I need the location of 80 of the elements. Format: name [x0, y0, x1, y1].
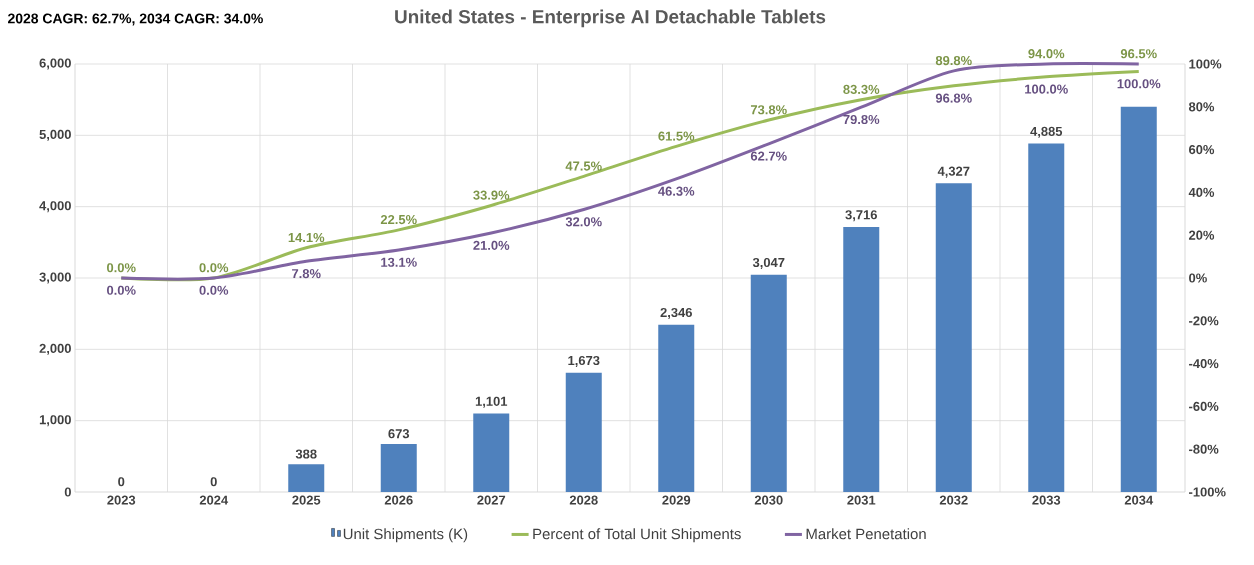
- y2-tick-label: -60%: [1189, 401, 1219, 411]
- data-label: 89.8%: [935, 55, 972, 66]
- data-label: 13.1%: [381, 257, 417, 267]
- x-tick-label: 2029: [662, 495, 691, 505]
- text: 2028 CAGR: 62.7%, 2034 CAGR: 34.0%: [8, 13, 263, 26]
- data-label: 62.7%: [750, 151, 787, 161]
- data-label: 673: [388, 429, 410, 439]
- data-label: 32.0%: [565, 217, 602, 227]
- data-label: 61.5%: [658, 131, 695, 141]
- x-tick-label: 2030: [754, 495, 783, 505]
- y2-tick-label: 40%: [1188, 187, 1215, 197]
- data-label: 7.8%: [292, 269, 321, 279]
- data-label: 1,101: [475, 396, 508, 408]
- bar: [288, 464, 325, 492]
- bar: [750, 274, 787, 492]
- y-tick-label: 0: [64, 487, 71, 497]
- x-tick-label: 2034: [1124, 495, 1154, 505]
- chart-title: United States - Enterprise AI Detachable Tablets: [395, 9, 826, 28]
- data-label: 46.3%: [658, 186, 695, 196]
- data-label: 3,047: [752, 257, 785, 269]
- data-label: 79.8%: [843, 114, 880, 125]
- bar: [473, 413, 510, 492]
- data-label: 3,716: [845, 210, 877, 222]
- legend-label: Market Penetation: [806, 528, 926, 540]
- bar: [1028, 143, 1065, 492]
- x-tick-label: 2028: [569, 495, 598, 505]
- data-label: 96.8%: [935, 93, 972, 103]
- data-label: 100.0%: [1117, 79, 1161, 89]
- data-label: 21.0%: [473, 240, 510, 250]
- data-label: 33.9%: [473, 190, 510, 200]
- y-tick-label: 6,000: [39, 58, 71, 70]
- data-label: 47.5%: [565, 161, 602, 171]
- data-label: 0.0%: [107, 285, 136, 295]
- x-tick-label: 2033: [1032, 495, 1061, 505]
- y2-tick-label: -40%: [1189, 359, 1219, 369]
- data-label: 22.5%: [380, 214, 417, 225]
- data-label: 94.0%: [1028, 49, 1065, 59]
- data-label: 100.0%: [1025, 84, 1068, 94]
- data-label: 83.3%: [843, 84, 880, 95]
- x-tick-label: 2027: [477, 495, 506, 505]
- bar: [658, 324, 695, 492]
- bar: [1120, 106, 1157, 492]
- data-label: 2,346: [660, 307, 692, 319]
- data-label: 0: [118, 477, 125, 487]
- bar: [380, 443, 417, 492]
- data-label: 14.1%: [288, 233, 325, 243]
- data-label: 388: [295, 449, 317, 459]
- y2-tick-label: 60%: [1189, 145, 1215, 155]
- data-label: 0: [210, 477, 217, 487]
- y-tick-label: 2,000: [39, 343, 71, 355]
- data-label: 4,327: [937, 166, 970, 178]
- y-tick-label: 5,000: [39, 129, 71, 141]
- y-tick-label: 4,000: [39, 201, 71, 213]
- y2-tick-label: 80%: [1188, 102, 1215, 112]
- data-label: 0.0%: [107, 263, 136, 273]
- y2-tick-label: -80%: [1189, 444, 1219, 454]
- y2-tick-label: 0%: [1189, 273, 1207, 283]
- data-label: 0.0%: [199, 263, 229, 273]
- x-tick-label: 2023: [107, 495, 136, 505]
- x-tick-label: 2032: [939, 495, 968, 505]
- data-label: 4,885: [1030, 126, 1063, 138]
- y2-tick-label: -100%: [1189, 487, 1226, 497]
- y-tick-label: 1,000: [39, 415, 71, 427]
- x-tick-label: 2025: [292, 495, 321, 505]
- data-label: 96.5%: [1120, 49, 1157, 59]
- data-label: 0.0%: [199, 285, 229, 295]
- data-label: 1,673: [568, 355, 600, 367]
- y2-tick-label: 20%: [1188, 230, 1215, 240]
- legend-label: Percent of Total Unit Shipments: [533, 528, 741, 543]
- y2-tick-label: 100%: [1189, 59, 1222, 69]
- x-tick-label: 2026: [384, 495, 413, 505]
- bar: [843, 226, 880, 492]
- legend-label: Unit Shipments (K): [343, 528, 468, 543]
- data-label: 73.8%: [750, 105, 787, 115]
- x-tick-label: 2024: [199, 495, 229, 505]
- x-tick-label: 2031: [847, 495, 876, 505]
- y2-tick-label: -20%: [1189, 316, 1219, 326]
- bar: [565, 372, 602, 492]
- y-tick-label: 3,000: [39, 272, 71, 284]
- bar: [935, 183, 972, 492]
